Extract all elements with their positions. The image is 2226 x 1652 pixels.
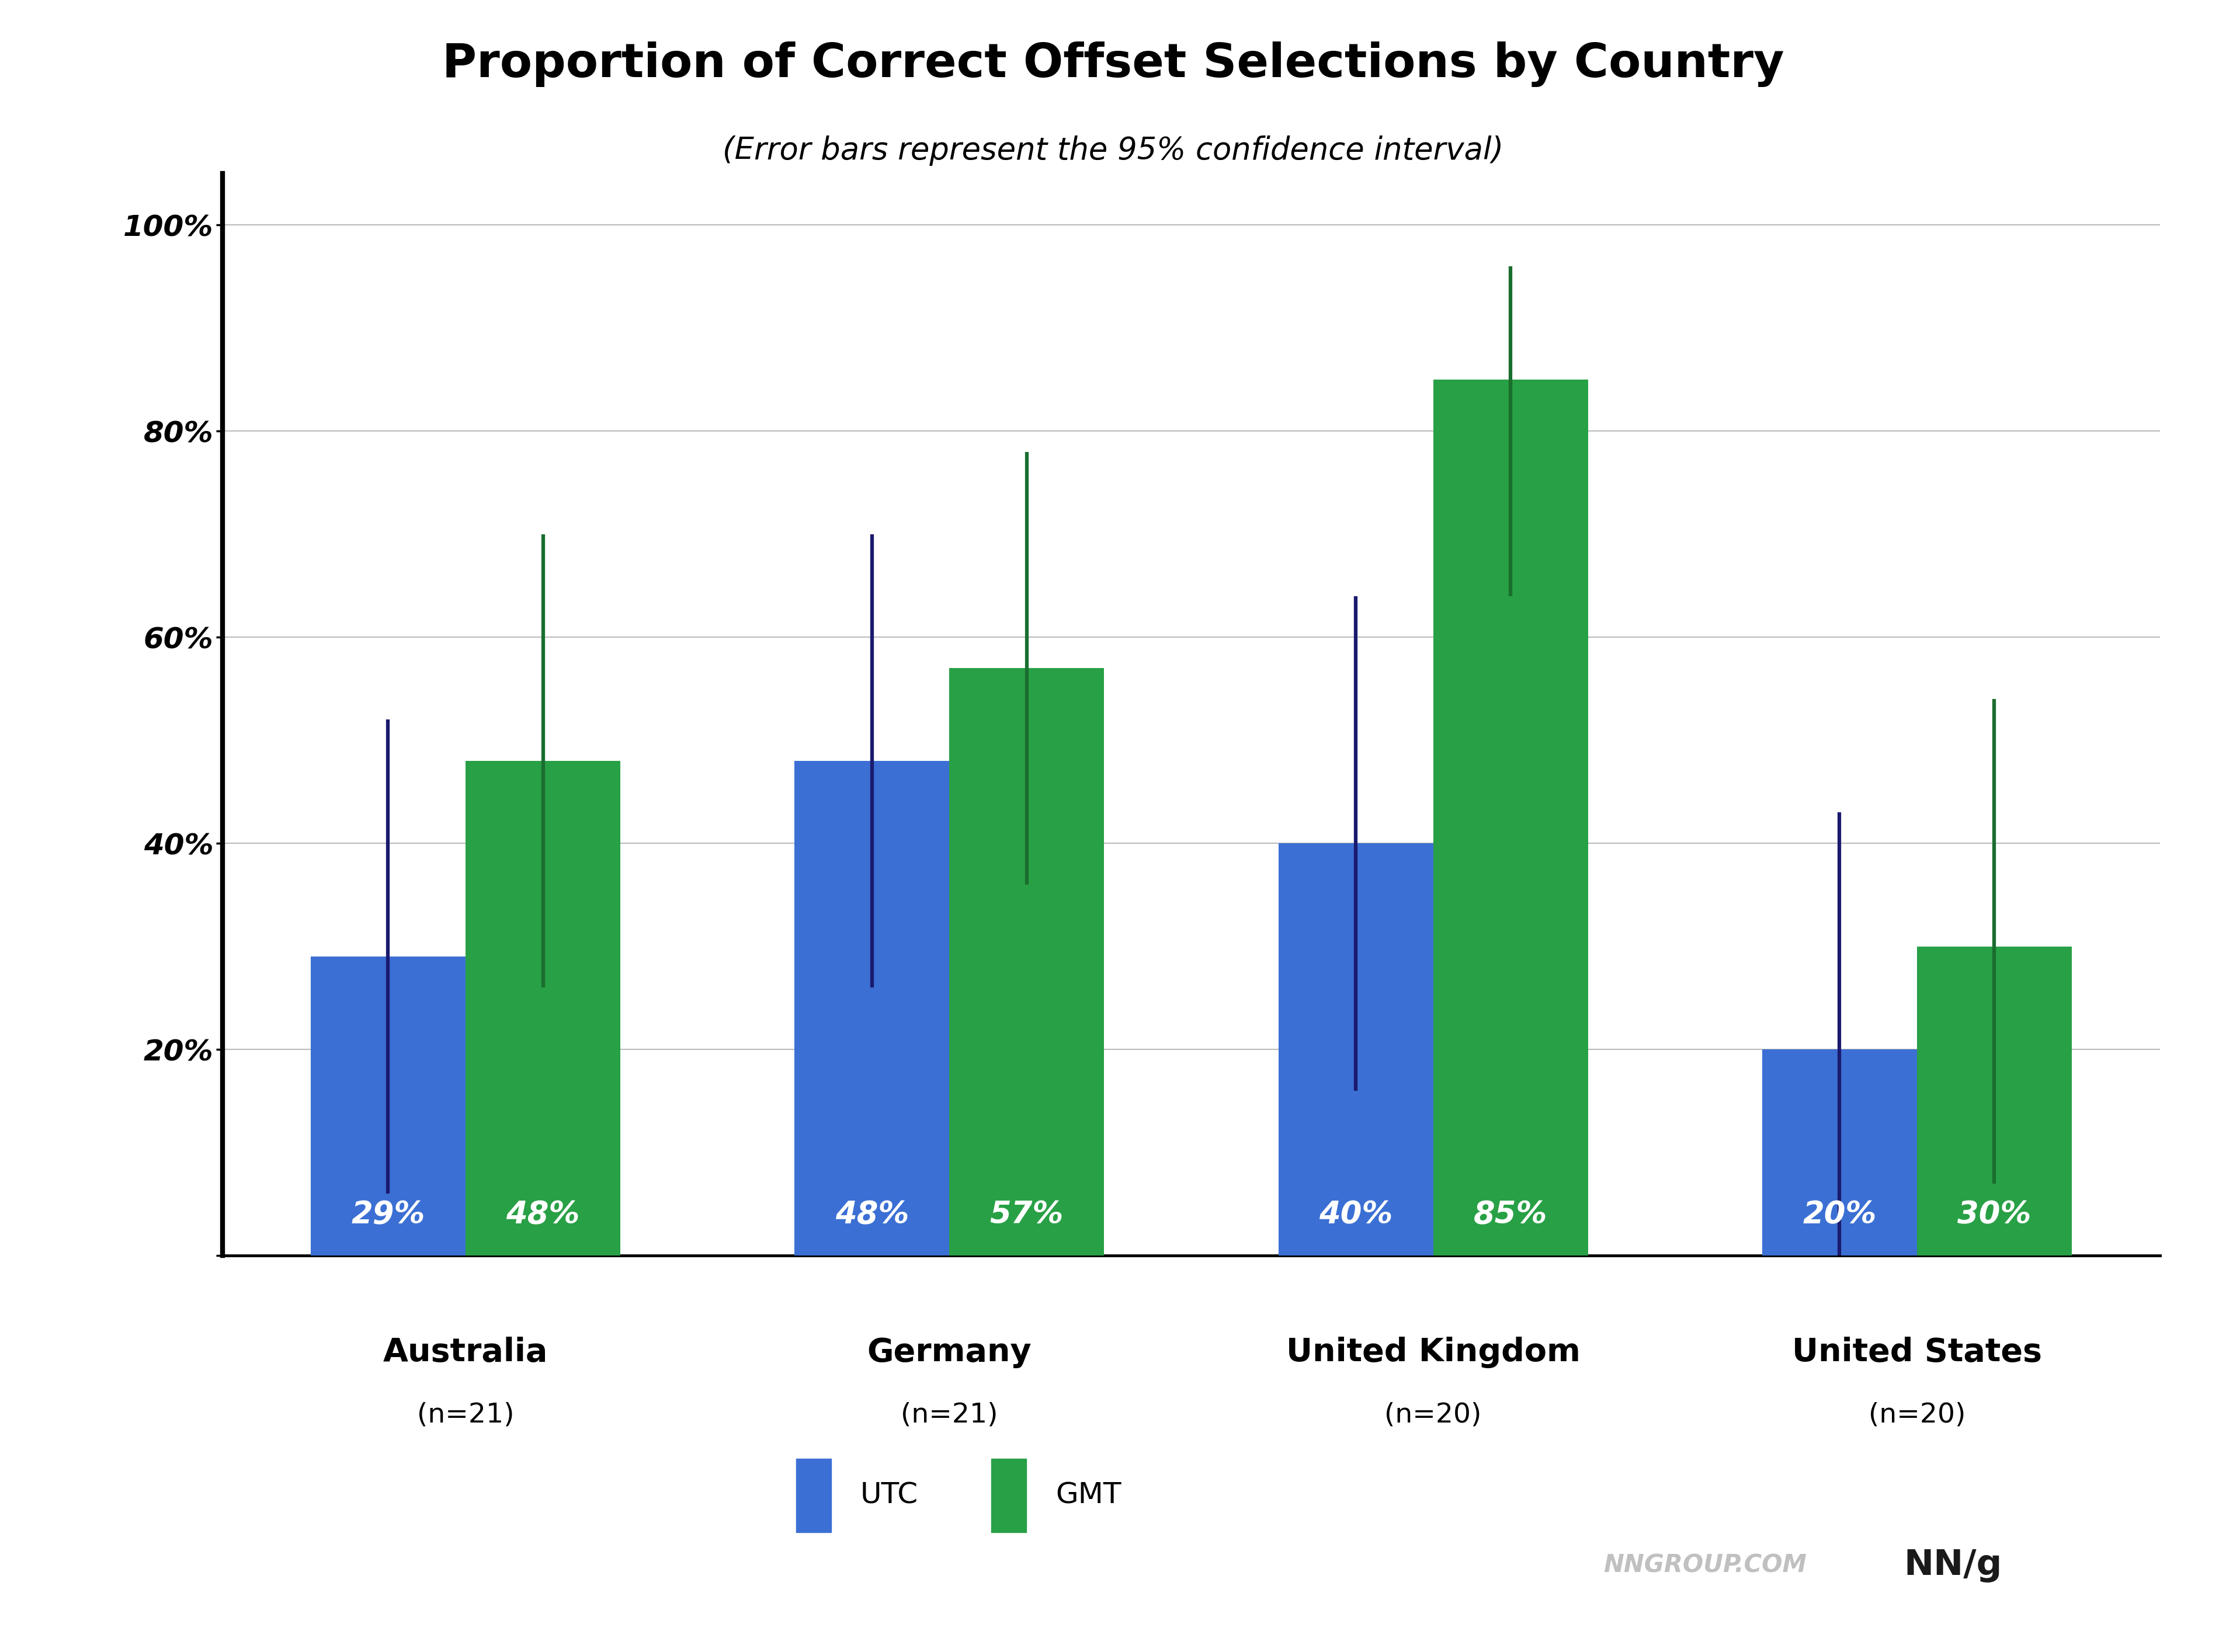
Bar: [312, 957, 465, 1256]
Text: 40%: 40%: [1318, 1199, 1391, 1229]
Text: Australia: Australia: [383, 1336, 548, 1368]
Legend: UTC, GMT: UTC, GMT: [784, 1447, 1133, 1545]
Bar: [465, 762, 621, 1256]
Bar: [795, 762, 948, 1256]
Bar: [1761, 1049, 1917, 1256]
Text: (n=20): (n=20): [1385, 1401, 1480, 1427]
Text: 48%: 48%: [505, 1199, 579, 1229]
Text: 85%: 85%: [1474, 1199, 1547, 1229]
Text: Proportion of Correct Offset Selections by Country: Proportion of Correct Offset Selections …: [443, 41, 1783, 88]
Text: NN/g: NN/g: [1903, 1548, 2001, 1583]
Text: 20%: 20%: [1803, 1199, 1877, 1229]
Bar: [1278, 843, 1434, 1256]
Text: (Error bars represent the 95% confidence interval): (Error bars represent the 95% confidence…: [723, 135, 1503, 165]
Text: (n=20): (n=20): [1868, 1401, 1966, 1427]
Text: United Kingdom: United Kingdom: [1287, 1336, 1580, 1368]
Text: 57%: 57%: [991, 1199, 1064, 1229]
Text: 48%: 48%: [835, 1199, 908, 1229]
Text: 29%: 29%: [352, 1199, 425, 1229]
Text: (n=21): (n=21): [416, 1401, 514, 1427]
Text: NNGROUP.COM: NNGROUP.COM: [1603, 1553, 1805, 1578]
Text: (n=21): (n=21): [902, 1401, 997, 1427]
Text: Germany: Germany: [866, 1336, 1031, 1368]
Bar: [1917, 947, 2070, 1256]
Bar: [1434, 380, 1587, 1256]
Bar: [948, 667, 1104, 1256]
Text: 30%: 30%: [1957, 1199, 2030, 1229]
Text: United States: United States: [1792, 1336, 2041, 1368]
